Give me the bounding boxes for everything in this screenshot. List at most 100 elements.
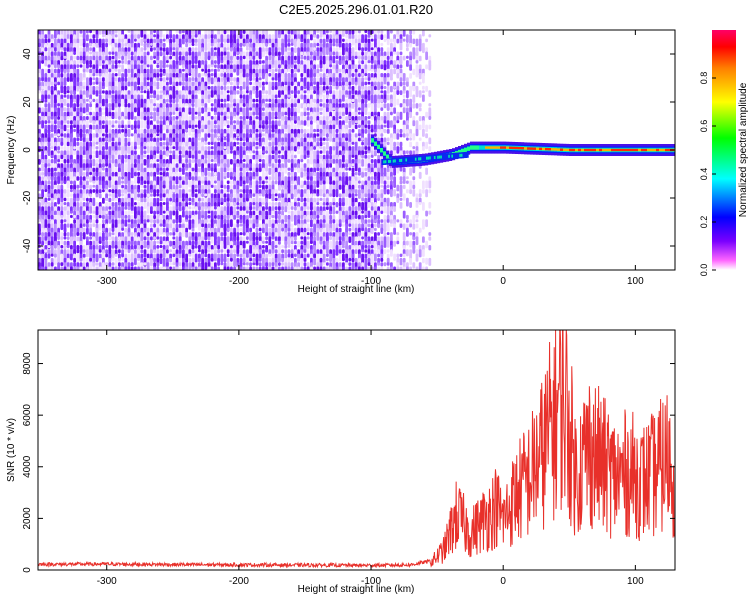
heatmap-cell [306, 232, 310, 236]
heatmap-cell [108, 159, 112, 165]
heatmap-cell [60, 68, 64, 74]
heatmap-cell [268, 81, 272, 88]
heatmap-cell [121, 227, 124, 231]
heatmap-cell [105, 236, 108, 241]
heatmap-cell [246, 240, 249, 244]
heatmap-cell [300, 124, 304, 129]
heatmap-cell [294, 68, 297, 73]
heatmap-cell [249, 262, 252, 267]
heatmap-cell [70, 146, 73, 152]
heatmap-cell [166, 60, 169, 64]
heatmap-cell [249, 257, 252, 262]
heatmap-cell [66, 236, 70, 240]
heatmap-cell [134, 159, 137, 164]
heatmap-cell [70, 214, 73, 219]
heatmap-cell [230, 257, 233, 262]
heatmap-cell [172, 257, 176, 264]
heatmap-cell [134, 257, 137, 266]
heatmap-cell [175, 77, 179, 82]
heatmap-cell [63, 249, 67, 256]
heatmap-cell [143, 193, 147, 198]
heatmap-cell [130, 189, 134, 195]
heatmap-cell [98, 189, 102, 194]
heatmap-cell [89, 55, 92, 61]
heatmap-cell [284, 81, 288, 86]
heatmap-cell [124, 60, 128, 64]
heatmap-cell [204, 107, 208, 113]
heatmap-cell [140, 159, 144, 165]
heatmap-cell [271, 266, 275, 270]
heatmap-cell [329, 120, 332, 124]
heatmap-cell [306, 206, 310, 210]
heatmap-cell [191, 60, 195, 65]
heatmap-cell [111, 120, 115, 125]
heatmap-cell [38, 219, 41, 223]
heatmap-cell [121, 98, 124, 107]
heatmap-cell [63, 137, 67, 147]
heatmap-cell [198, 257, 201, 263]
heatmap-cell [230, 107, 233, 113]
heatmap-cell [92, 34, 96, 39]
heatmap-cell [249, 206, 252, 211]
heatmap-cell [166, 141, 169, 146]
heatmap-cell [140, 120, 144, 129]
heatmap-cell [143, 154, 147, 158]
heatmap-cell [44, 120, 48, 125]
heatmap-cell [290, 64, 294, 69]
heatmap-cell [255, 120, 259, 126]
heatmap-cell [329, 184, 332, 191]
heatmap-cell [162, 184, 166, 189]
heatmap-cell [255, 133, 259, 139]
heatmap-cell [76, 236, 80, 242]
heatmap-cell [322, 197, 326, 203]
heatmap-cell [140, 90, 144, 94]
heatmap-cell [201, 103, 204, 107]
heatmap-cell [294, 47, 297, 53]
heatmap-cell [79, 30, 83, 34]
heatmap-cell [230, 193, 233, 198]
heatmap-cell [255, 42, 259, 48]
heatmap-cell [274, 85, 278, 90]
heatmap-cell [89, 137, 92, 142]
heatmap-cell [134, 253, 137, 259]
heatmap-cell [214, 184, 217, 191]
heatmap-cell [118, 249, 121, 254]
heatmap-cell [303, 120, 307, 126]
heatmap-cell [246, 146, 249, 152]
heatmap-cell [287, 64, 291, 70]
heatmap-cell [150, 223, 153, 228]
heatmap-cell [306, 253, 310, 258]
heatmap-cell [54, 184, 57, 189]
heatmap-cell [316, 73, 320, 77]
heatmap-cell [217, 137, 220, 141]
heatmap-cell [204, 141, 208, 146]
heatmap-cell [233, 249, 236, 254]
heatmap-cell [214, 64, 217, 68]
heatmap-cell [185, 257, 188, 263]
heatmap-cell [92, 245, 96, 251]
heatmap-cell [98, 137, 102, 144]
heatmap-cell [326, 30, 329, 34]
heatmap-cell [274, 210, 278, 220]
heatmap-cell [175, 206, 179, 210]
heatmap-cell [230, 124, 233, 130]
heatmap-cell [322, 34, 326, 38]
heatmap-cell [73, 42, 76, 48]
heatmap-cell [70, 193, 73, 197]
heatmap-cell [105, 73, 108, 78]
heatmap-cell [102, 30, 105, 35]
heatmap-cell [159, 47, 163, 51]
heatmap-cell [82, 257, 86, 262]
heatmap-cell [262, 90, 265, 95]
heatmap-cell [226, 38, 230, 44]
heatmap-cell [114, 197, 118, 202]
heatmap-cell [121, 124, 124, 129]
heatmap-cell [198, 120, 201, 129]
heatmap-cell [66, 120, 70, 125]
heatmap-cell [124, 150, 128, 156]
heatmap-cell [214, 171, 217, 176]
heatmap-cell [220, 30, 224, 36]
heatmap-cell [246, 81, 249, 87]
heatmap-cell [233, 202, 236, 206]
heatmap-cell [146, 90, 150, 96]
